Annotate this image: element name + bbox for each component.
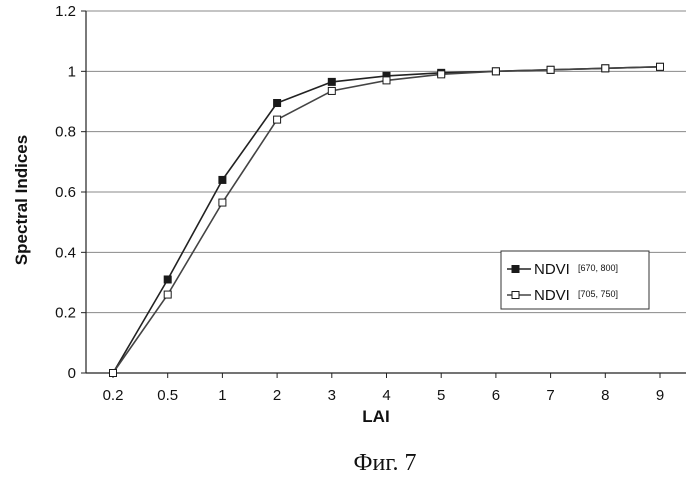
data-point [438,71,445,78]
x-tick-label: 4 [382,387,390,404]
series-1 [110,63,664,376]
figure-caption: Фиг. 7 [354,450,417,476]
x-tick-label: 3 [328,387,336,404]
axes [81,11,686,378]
y-tick-label: 0.4 [55,244,76,261]
series-line-1 [113,67,660,373]
legend-label: NDVI [534,261,570,278]
legend-label-subscript: [670, 800] [578,263,618,273]
x-axis-title: LAI [362,407,389,426]
y-tick-label: 0.2 [55,305,76,322]
data-point [164,291,171,298]
data-point [492,68,499,75]
legend-marker [512,292,519,299]
y-tick-label: 0 [68,365,76,382]
x-tick-label: 8 [601,387,609,404]
data-point [328,78,335,85]
data-point [219,176,226,183]
data-point [110,370,117,377]
data-point [164,276,171,283]
data-point [274,100,281,107]
legend-box [501,251,649,309]
data-series [110,63,664,376]
legend-label-subscript: [705, 750] [578,289,618,299]
data-point [657,63,664,70]
y-tick-labels: 0 0.2 0.4 0.6 0.8 1 1.2 [55,3,76,382]
x-tick-labels: 0.2 0.5 1 2 3 4 5 6 7 8 9 [103,387,665,404]
x-tick-label: 2 [273,387,281,404]
data-point [383,77,390,84]
y-tick-label: 1.2 [55,3,76,20]
y-axis-title: Spectral Indices [12,135,31,265]
x-tick-label: 6 [492,387,500,404]
data-point [219,199,226,206]
x-tick-label: 7 [546,387,554,404]
x-tick-label: 9 [656,387,664,404]
series-0 [110,63,664,376]
legend-label: NDVI [534,287,570,304]
x-tick-label: 1 [218,387,226,404]
data-point [602,65,609,72]
data-point [547,66,554,73]
data-point [274,116,281,123]
x-tick-label: 0.5 [157,387,178,404]
x-tick-label: 5 [437,387,445,404]
y-tick-label: 0.8 [55,124,76,141]
series-line-0 [113,67,660,373]
legend-marker [512,266,519,273]
x-tick-label: 0.2 [103,387,124,404]
y-tick-label: 1 [68,63,76,80]
legend: NDVI [670, 800] NDVI [705, 750] [501,251,649,309]
data-point [328,87,335,94]
y-tick-label: 0.6 [55,184,76,201]
